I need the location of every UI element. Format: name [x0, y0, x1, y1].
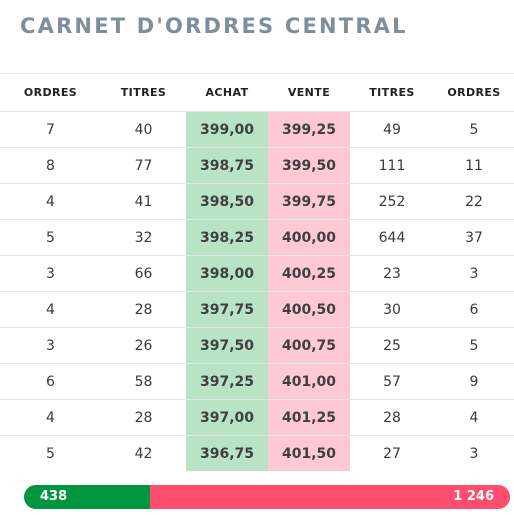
cell-sell-orders: 37 [434, 219, 514, 256]
cell-buy-shares: 32 [101, 219, 186, 256]
cell-buy-shares: 58 [101, 363, 186, 400]
cell-buy-orders: 4 [0, 399, 101, 436]
buy-volume-fill [24, 485, 150, 509]
cell-bid-price: 399,00 [186, 111, 268, 148]
cell-ask-price: 400,50 [268, 291, 350, 328]
cell-buy-shares: 66 [101, 255, 186, 292]
cell-ask-price: 399,50 [268, 147, 350, 184]
cell-sell-orders: 22 [434, 183, 514, 220]
cell-buy-orders: 3 [0, 255, 101, 292]
cell-sell-orders: 9 [434, 363, 514, 400]
cell-sell-orders: 5 [434, 111, 514, 148]
cell-bid-price: 397,25 [186, 363, 268, 400]
table-row: 4 41 398,50 399,75 252 22 [0, 183, 514, 220]
cell-buy-shares: 42 [134, 445, 153, 462]
header-sell-shares: TITRES [350, 73, 434, 112]
cell-sell-orders: 6 [434, 291, 514, 328]
cell-buy-shares: 28 [101, 399, 186, 436]
buy-volume-total: 438 [40, 489, 68, 504]
cell-sell-orders: 11 [434, 147, 514, 184]
cell-sell-shares: 27 [383, 445, 401, 462]
cell-bid-price: 398,75 [186, 147, 268, 184]
cell-sell-orders: 3 [469, 445, 479, 462]
cell-bid-price: 398,50 [186, 183, 268, 220]
cell-ask-price: 400,75 [268, 327, 350, 364]
table-row: 5 32 398,25 400,00 644 37 [0, 219, 514, 256]
volume-balance-bar: 438 1 246 [24, 485, 510, 509]
table-row: 4 28 397,75 400,50 30 6 [0, 291, 514, 328]
cell-bid-price: 397,75 [186, 291, 268, 328]
cell-sell-orders: 5 [434, 327, 514, 364]
cell-ask-price: 401,25 [268, 399, 350, 436]
header-buy-orders: ORDRES [0, 73, 101, 112]
cell-bid-price: 397,50 [186, 327, 268, 364]
cell-ask-price: 399,25 [268, 111, 350, 148]
page-title: CARNET D'ORDRES CENTRAL [20, 14, 408, 38]
cell-buy-shares: 26 [101, 327, 186, 364]
cell-bid-price: 398,00 [186, 255, 268, 292]
cell-buy-orders: 6 [0, 363, 101, 400]
cell-sell-orders: 3 [434, 255, 514, 292]
table-header-row: ORDRES TITRES ACHAT VENTE TITRES ORDRES [0, 73, 514, 112]
table-row: 8 77 398,75 399,50 111 11 [0, 147, 514, 184]
cell-bid-price: 398,25 [186, 219, 268, 256]
table-row: 5 42 396,75 401,50 27 3 [0, 435, 514, 471]
cell-ask-price: 401,00 [268, 363, 350, 400]
cell-ask-price: 401,50 [268, 435, 350, 471]
cell-sell-shares: 28 [350, 399, 434, 436]
sell-volume-fill [140, 485, 510, 509]
table-row: 7 40 399,00 399,25 49 5 [0, 111, 514, 148]
cell-ask-price: 400,25 [268, 255, 350, 292]
cell-buy-shares: 41 [101, 183, 186, 220]
cell-sell-shares: 49 [350, 111, 434, 148]
cell-bid-price: 397,00 [186, 399, 268, 436]
cell-buy-orders: 3 [0, 327, 101, 364]
header-bid: ACHAT [186, 73, 268, 112]
cell-buy-shares: 40 [101, 111, 186, 148]
cell-buy-orders: 5 [0, 219, 101, 256]
cell-sell-shares: 30 [350, 291, 434, 328]
sell-volume-total: 1 246 [453, 489, 494, 504]
header-buy-shares: TITRES [101, 73, 186, 112]
cell-sell-shares: 23 [350, 255, 434, 292]
cell-sell-shares: 252 [350, 183, 434, 220]
cell-ask-price: 400,00 [268, 219, 350, 256]
cell-buy-orders: 8 [0, 147, 101, 184]
cell-ask-price: 399,75 [268, 183, 350, 220]
order-book-body: 7 40 399,00 399,25 49 5 8 77 398,75 399,50 111 11 4 4… [0, 111, 514, 471]
header-sell-orders: ORDRES [434, 73, 514, 112]
cell-sell-orders: 4 [434, 399, 514, 436]
cell-bid-price: 396,75 [186, 435, 268, 471]
cell-buy-orders: 4 [0, 183, 101, 220]
table-row: 3 66 398,00 400,25 23 3 [0, 255, 514, 292]
header-ask: VENTE [268, 73, 350, 112]
cell-buy-orders: 7 [0, 111, 101, 148]
cell-sell-shares: 644 [350, 219, 434, 256]
cell-buy-shares: 28 [101, 291, 186, 328]
cell-sell-shares: 25 [350, 327, 434, 364]
cell-sell-shares: 111 [350, 147, 434, 184]
table-row: 3 26 397,50 400,75 25 5 [0, 327, 514, 364]
cell-sell-shares: 57 [350, 363, 434, 400]
cell-buy-shares: 77 [101, 147, 186, 184]
order-book-table: ORDRES TITRES ACHAT VENTE TITRES ORDRES … [0, 73, 514, 471]
cell-buy-orders: 5 [46, 445, 55, 462]
cell-buy-orders: 4 [0, 291, 101, 328]
table-row: 4 28 397,00 401,25 28 4 [0, 399, 514, 436]
table-row: 6 58 397,25 401,00 57 9 [0, 363, 514, 400]
